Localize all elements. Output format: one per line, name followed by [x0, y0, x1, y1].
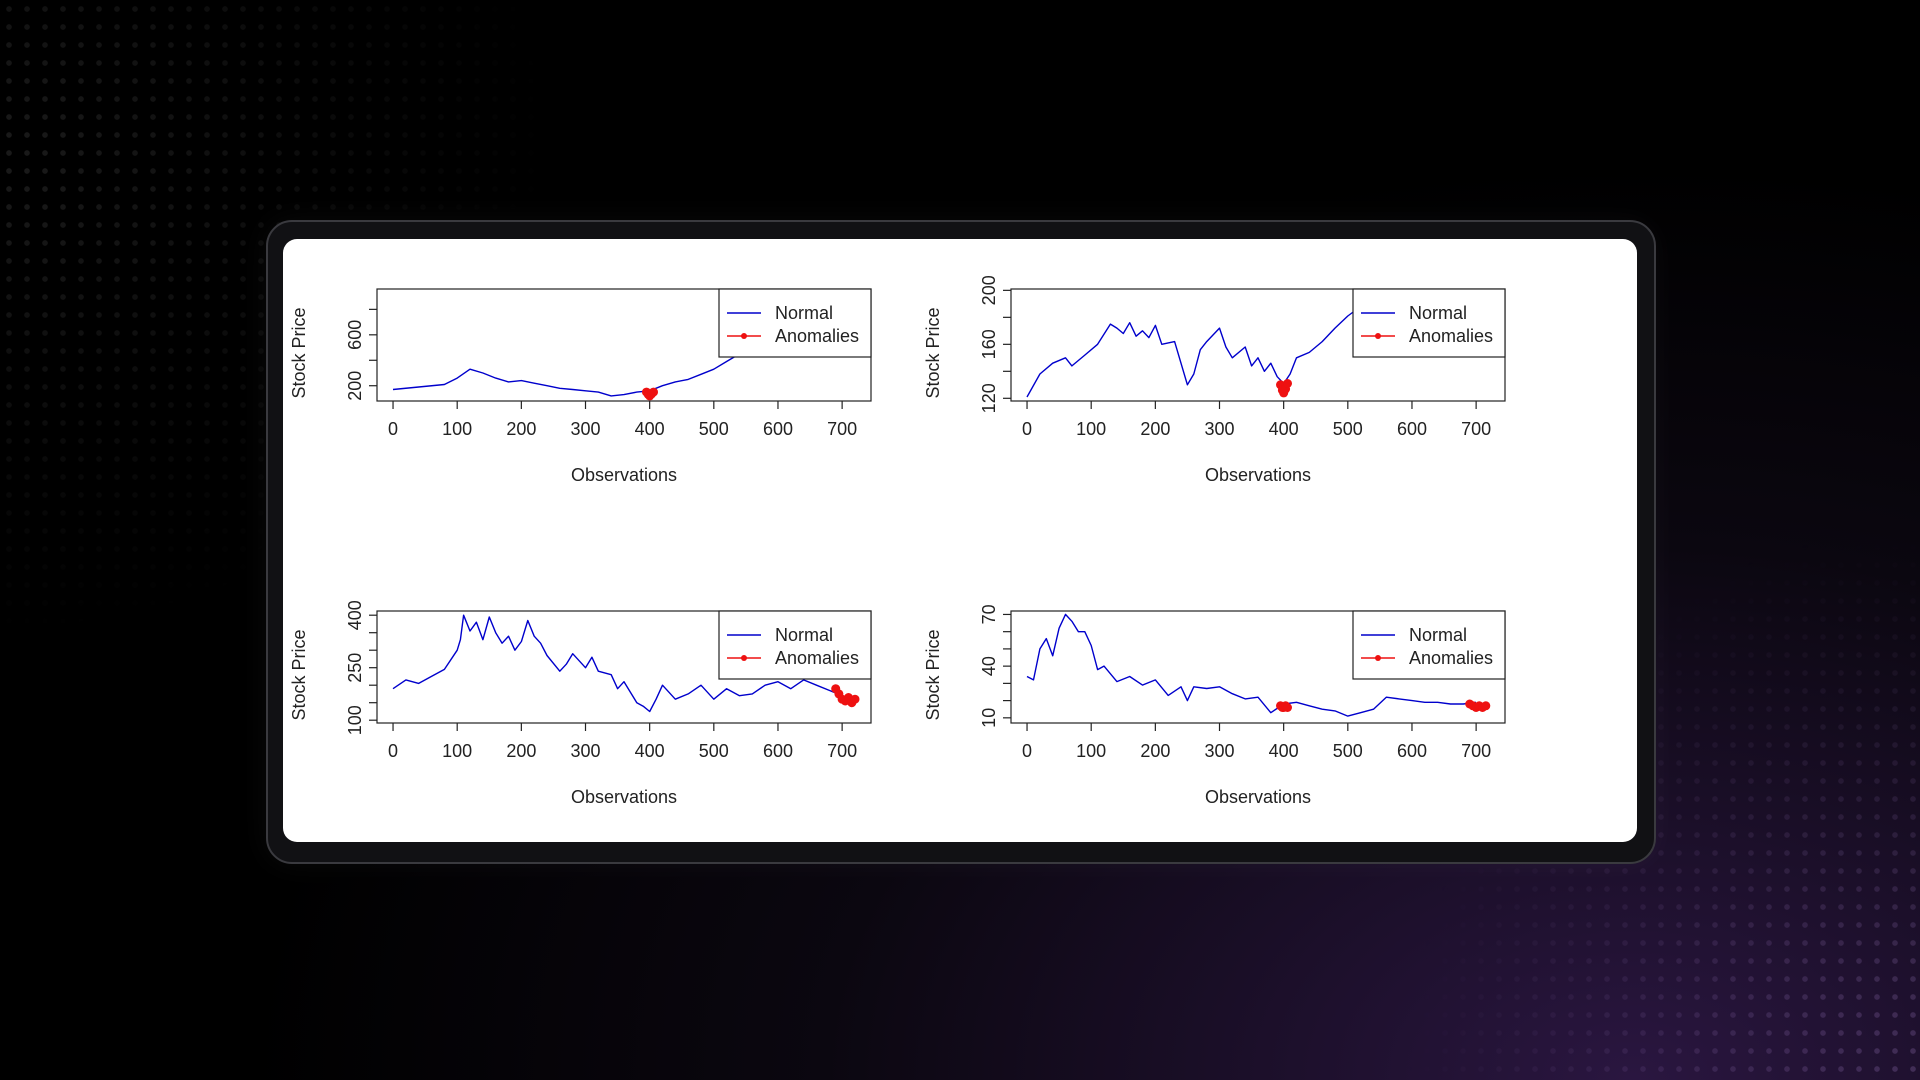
x-tick-label: 0 — [388, 419, 398, 439]
chart-top-right: 0 100 200 300 400 500 600 700 Observations 120 160… — [917, 267, 1547, 547]
legend-label-normal: Normal — [1409, 625, 1467, 645]
chart-top-left: 0 100 200 300 400 500 600 700 Observations 200 600… — [283, 267, 913, 547]
x-tick-label: 600 — [1397, 741, 1427, 761]
x-tick-label: 700 — [1461, 419, 1491, 439]
x-tick-label: 600 — [763, 419, 793, 439]
chart-svg: 0 100 200 300 400 500 600 700 Observations 10 40 70… — [923, 604, 1506, 807]
legend-marker-anomalies — [741, 655, 747, 661]
y-tick-label: 200 — [345, 371, 365, 401]
x-tick-label: 200 — [1140, 419, 1170, 439]
x-tick-label: 100 — [1076, 419, 1106, 439]
y-tick-label: 100 — [345, 705, 365, 735]
legend-label-normal: Normal — [775, 625, 833, 645]
y-tick-label: 250 — [345, 653, 365, 683]
x-axis-label: Observations — [1205, 465, 1311, 485]
x-tick-label: 700 — [827, 741, 857, 761]
y-tick-label: 160 — [979, 329, 999, 359]
x-tick-label: 200 — [1140, 741, 1170, 761]
legend-box — [1352, 610, 1506, 680]
legend-label-anomalies: Anomalies — [1409, 648, 1493, 668]
y-tick-label: 600 — [345, 320, 365, 350]
legend-label-normal: Normal — [1409, 303, 1467, 323]
x-tick-label: 300 — [570, 741, 600, 761]
legend-label-normal: Normal — [775, 303, 833, 323]
legend-label-anomalies: Anomalies — [1409, 326, 1493, 346]
x-axis-label: Observations — [571, 787, 677, 807]
x-tick-label: 0 — [388, 741, 398, 761]
legend-box — [1352, 288, 1506, 358]
chart-bottom-right: 0 100 200 300 400 500 600 700 Observations 10 40 70… — [917, 589, 1547, 842]
x-tick-label: 100 — [1076, 741, 1106, 761]
x-tick-label: 600 — [763, 741, 793, 761]
anomaly-point — [1283, 703, 1292, 712]
x-tick-label: 400 — [1269, 741, 1299, 761]
anomaly-point — [649, 387, 658, 397]
y-tick-label: 70 — [979, 604, 999, 624]
legend-marker-anomalies — [741, 333, 747, 339]
x-axis-label: Observations — [571, 465, 677, 485]
legend-marker-anomalies — [1375, 655, 1381, 661]
chart-panel: 0 100 200 300 400 500 600 700 Observations 200 600… — [283, 239, 1637, 842]
y-axis-label: Stock Price — [289, 629, 309, 720]
x-tick-label: 500 — [1333, 419, 1363, 439]
x-tick-label: 700 — [1461, 741, 1491, 761]
y-tick-label: 120 — [979, 383, 999, 413]
chart-svg: 0 100 200 300 400 500 600 700 Observations 200 600… — [289, 288, 872, 485]
x-tick-label: 500 — [699, 741, 729, 761]
x-tick-label: 300 — [570, 419, 600, 439]
x-tick-label: 0 — [1022, 419, 1032, 439]
y-tick-label: 200 — [979, 275, 999, 305]
x-tick-label: 200 — [506, 741, 536, 761]
x-tick-label: 400 — [1269, 419, 1299, 439]
legend-marker-anomalies — [1375, 333, 1381, 339]
anomaly-point — [1481, 701, 1491, 711]
x-tick-label: 600 — [1397, 419, 1427, 439]
x-tick-label: 500 — [699, 419, 729, 439]
y-tick-label: 400 — [345, 600, 365, 630]
chart-svg: 0 100 200 300 400 500 600 700 Observations 100 250… — [289, 600, 872, 807]
y-tick-label: 40 — [979, 656, 999, 676]
y-axis-label: Stock Price — [923, 629, 943, 720]
anomaly-point — [1283, 379, 1292, 388]
series-line-normal — [1026, 613, 1477, 717]
chart-svg: 0 100 200 300 400 500 600 700 Observations 120 160… — [923, 275, 1506, 485]
y-axis-label: Stock Price — [923, 307, 943, 398]
x-tick-label: 700 — [827, 419, 857, 439]
x-tick-label: 300 — [1204, 419, 1234, 439]
series-line-normal — [392, 614, 843, 713]
x-tick-label: 100 — [442, 741, 472, 761]
anomaly-point — [850, 694, 860, 704]
x-tick-label: 400 — [635, 741, 665, 761]
x-tick-label: 0 — [1022, 741, 1032, 761]
x-tick-label: 100 — [442, 419, 472, 439]
x-tick-label: 200 — [506, 419, 536, 439]
legend-label-anomalies: Anomalies — [775, 326, 859, 346]
legend-box — [718, 288, 872, 358]
x-tick-label: 400 — [635, 419, 665, 439]
y-tick-label: 10 — [979, 708, 999, 728]
x-axis-label: Observations — [1205, 787, 1311, 807]
x-tick-label: 300 — [1204, 741, 1234, 761]
legend-box — [718, 610, 872, 680]
legend-label-anomalies: Anomalies — [775, 648, 859, 668]
y-axis-label: Stock Price — [289, 307, 309, 398]
x-tick-label: 500 — [1333, 741, 1363, 761]
chart-bottom-left: 0 100 200 300 400 500 600 700 Observations 100 250… — [283, 589, 913, 842]
